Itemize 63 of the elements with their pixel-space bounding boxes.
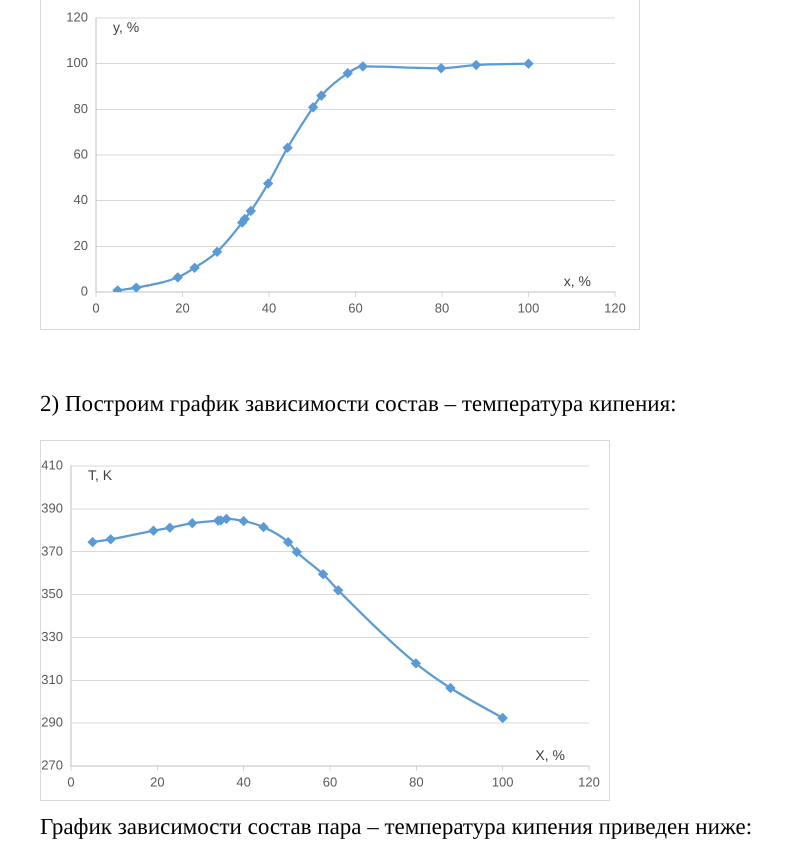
- y-tick-label: 310: [41, 672, 63, 687]
- point: [316, 90, 326, 101]
- point: [318, 569, 328, 580]
- x-tick-label: 40: [262, 300, 276, 316]
- y-tick-label: 0: [80, 284, 88, 299]
- y-tick-label: 120: [66, 10, 88, 25]
- point: [333, 585, 344, 596]
- x-tick-label: 0: [92, 300, 100, 316]
- y-tick-label: 100: [66, 55, 88, 70]
- x-tick-label: 120: [578, 774, 600, 790]
- point: [131, 282, 142, 292]
- point: [172, 272, 183, 282]
- x-tick-label: 80: [434, 300, 450, 316]
- text: График зависимости состав пара – температура кипения приведен ниже:: [40, 814, 752, 840]
- y-tick-label: 410: [41, 458, 63, 473]
- y-tick-label: 370: [41, 543, 63, 558]
- y-tick-label: 20: [74, 238, 88, 253]
- chart-title: 2) Построим график зависимости состав – температура кипения:: [40, 391, 677, 417]
- point: [524, 58, 534, 69]
- x-tick-label: 20: [175, 300, 190, 316]
- y-tick-label: 330: [41, 629, 63, 644]
- x-axis-title: X, %: [535, 746, 565, 763]
- point: [471, 60, 482, 70]
- x-tick-label: 120: [604, 300, 626, 316]
- y-tick-label: 40: [74, 192, 88, 208]
- point: [263, 178, 274, 189]
- point: [238, 516, 249, 526]
- point: [308, 102, 318, 112]
- point: [358, 61, 368, 72]
- y-axis-title: T, K: [88, 466, 113, 483]
- x-tick-label: 20: [150, 774, 165, 790]
- point: [190, 262, 200, 273]
- y-tick-label: 80: [74, 100, 88, 116]
- point: [106, 534, 116, 544]
- x-tick-label: 100: [518, 300, 540, 316]
- x-tick-label: 60: [348, 300, 363, 316]
- y-tick-label: 290: [41, 714, 63, 730]
- point: [282, 142, 293, 153]
- point: [410, 658, 421, 668]
- point: [292, 546, 302, 557]
- point: [164, 522, 175, 533]
- x-axis-title: x, %: [564, 272, 591, 289]
- x-tick-label: 100: [492, 774, 514, 790]
- x-tick-label: 60: [322, 774, 338, 790]
- point: [221, 514, 232, 524]
- point: [498, 713, 508, 723]
- point: [283, 537, 294, 548]
- point: [88, 537, 98, 548]
- point: [342, 68, 353, 78]
- point: [148, 526, 158, 536]
- y-axis-title: y, %: [113, 18, 140, 35]
- x-tick-label: 40: [236, 774, 251, 790]
- y-tick-label: 390: [41, 500, 63, 516]
- point: [212, 246, 222, 257]
- point: [246, 206, 256, 216]
- y-tick-label: 350: [41, 586, 63, 602]
- point: [445, 683, 456, 693]
- y-tick-label: 270: [41, 758, 63, 773]
- point: [258, 522, 269, 532]
- y-tick-label: 60: [74, 146, 88, 162]
- x-tick-label: 80: [409, 774, 424, 790]
- point: [436, 63, 446, 74]
- point: [187, 518, 198, 528]
